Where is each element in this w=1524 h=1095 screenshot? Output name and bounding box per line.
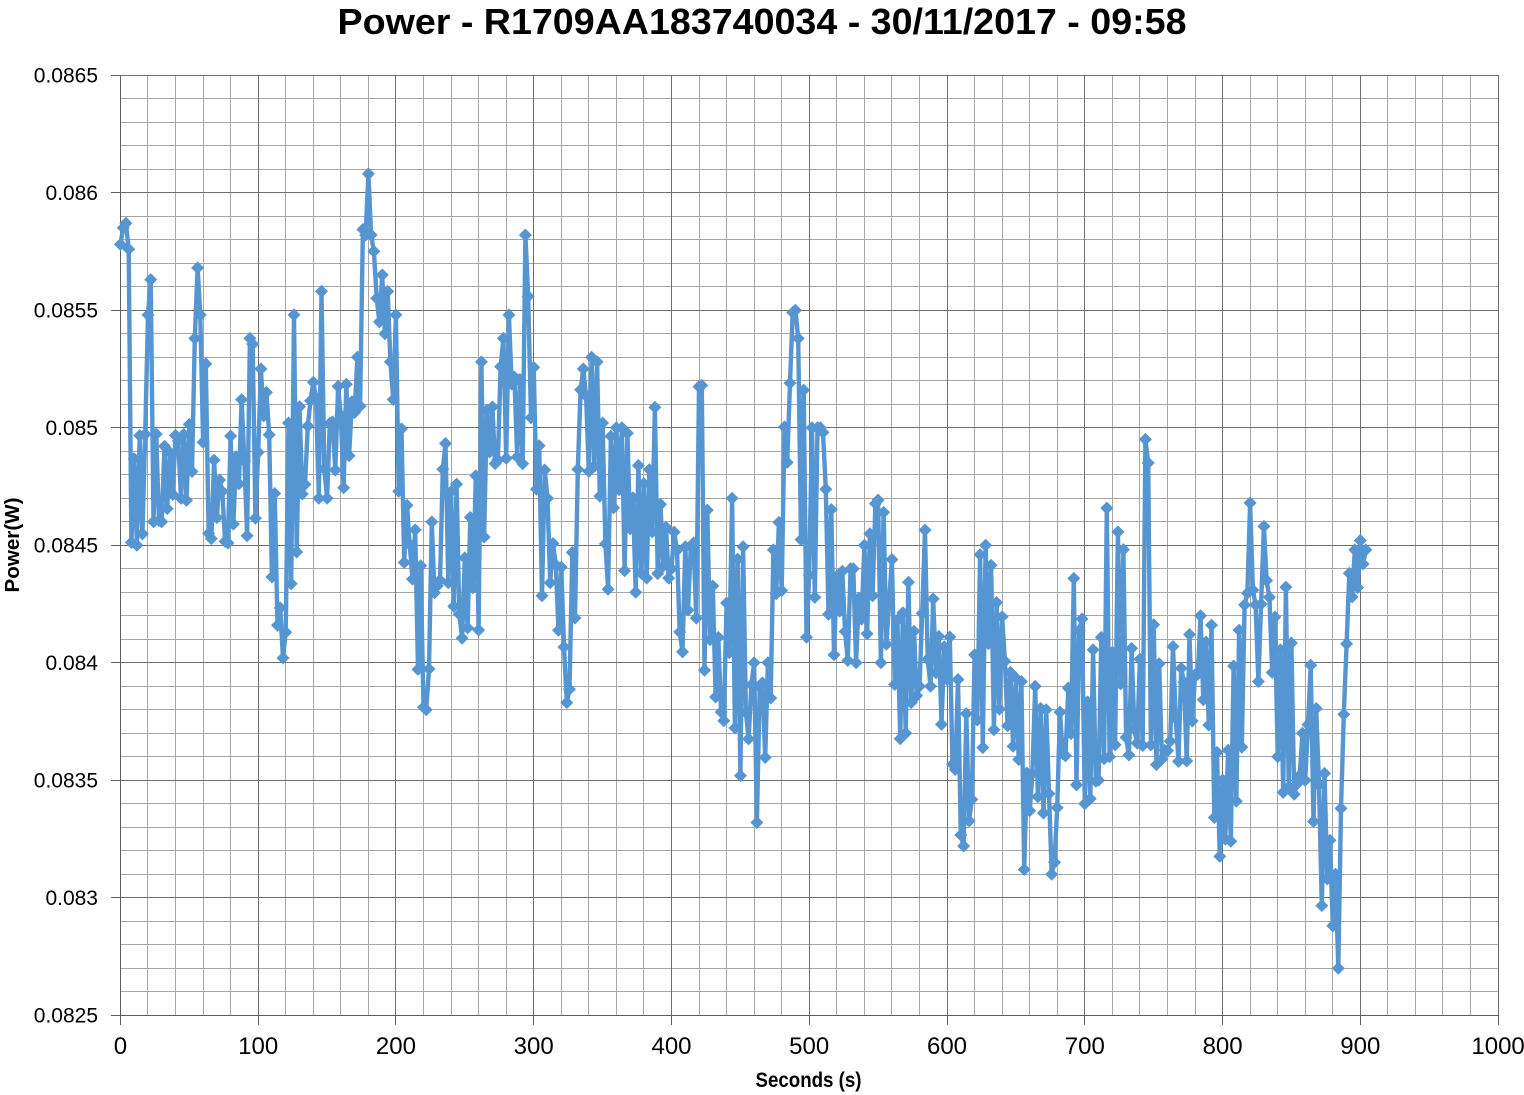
svg-text:0: 0 (114, 1033, 127, 1060)
svg-text:Seconds (s): Seconds (s) (756, 1068, 862, 1092)
svg-text:900: 900 (1340, 1033, 1380, 1060)
svg-text:0.086: 0.086 (45, 182, 98, 205)
svg-text:300: 300 (514, 1033, 554, 1060)
svg-text:0.0845: 0.0845 (34, 535, 98, 558)
svg-text:0.084: 0.084 (45, 652, 98, 675)
svg-text:Power(W): Power(W) (1, 498, 24, 593)
svg-text:0.083: 0.083 (45, 887, 98, 910)
svg-text:400: 400 (651, 1033, 691, 1060)
svg-text:0.085: 0.085 (45, 417, 98, 440)
svg-text:500: 500 (789, 1033, 829, 1060)
svg-text:800: 800 (1203, 1033, 1243, 1060)
svg-text:0.0855: 0.0855 (34, 300, 98, 323)
svg-text:0.0825: 0.0825 (34, 1005, 98, 1028)
svg-text:100: 100 (238, 1033, 278, 1060)
svg-text:Power - R1709AA183740034 - 30/: Power - R1709AA183740034 - 30/11/2017 - … (338, 1, 1187, 42)
svg-text:0.0835: 0.0835 (34, 770, 98, 793)
svg-text:0.0865: 0.0865 (34, 65, 98, 88)
svg-text:600: 600 (927, 1033, 967, 1060)
svg-text:700: 700 (1065, 1033, 1105, 1060)
svg-text:1000: 1000 (1471, 1033, 1524, 1060)
svg-text:200: 200 (376, 1033, 416, 1060)
